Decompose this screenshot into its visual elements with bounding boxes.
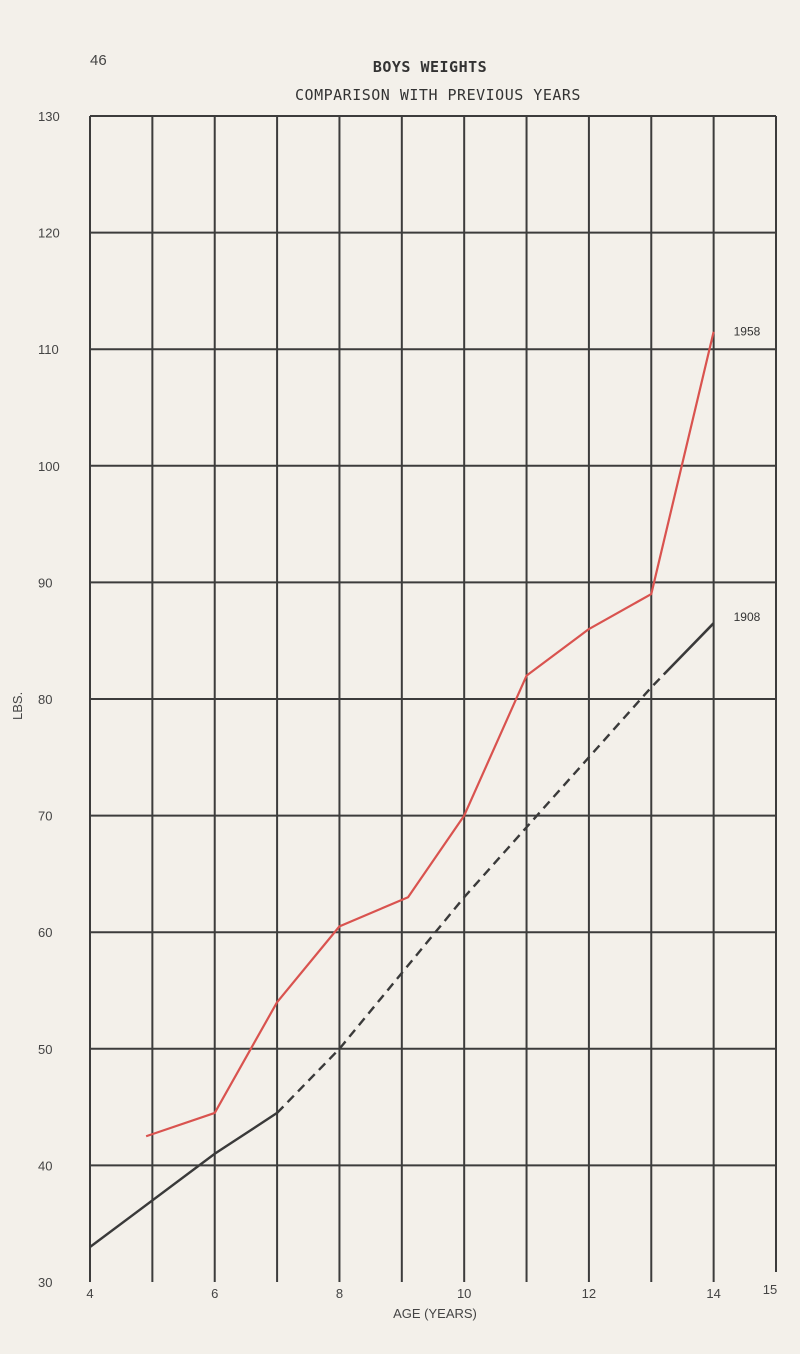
- x-tick-label: 6: [211, 1286, 218, 1301]
- y-tick-label: 40: [38, 1158, 52, 1173]
- x-tick-label: 8: [336, 1286, 343, 1301]
- series-line-1908-solid-end: [662, 622, 715, 676]
- x-axis-label: AGE (YEARS): [393, 1306, 477, 1321]
- series-line-1958: [145, 331, 715, 1138]
- y-tick-label: 50: [38, 1042, 52, 1057]
- series-label-1958: 1958: [734, 325, 761, 339]
- series-line-1908-dashed: [276, 673, 665, 1114]
- y-tick-label: 80: [38, 692, 52, 707]
- y-tick-label: 130: [38, 109, 60, 124]
- y-tick-label: 60: [38, 925, 52, 940]
- series-label-1908: 1908: [734, 610, 761, 624]
- page-number: 46: [90, 52, 107, 69]
- y-tick-label: 30: [38, 1275, 52, 1290]
- x-tick-label: 4: [86, 1286, 93, 1301]
- y-tick-label: 120: [38, 226, 60, 241]
- x-tick-label: 15: [763, 1282, 777, 1297]
- x-tick-label: 10: [457, 1286, 471, 1301]
- y-tick-label: 70: [38, 809, 52, 824]
- chart-subtitle: COMPARISON WITH PREVIOUS YEARS: [295, 86, 581, 104]
- x-tick-label: 14: [706, 1286, 720, 1301]
- chart-title: BOYS WEIGHTS: [372, 58, 488, 76]
- y-tick-label: 90: [38, 575, 52, 590]
- y-tick-label: 100: [38, 459, 60, 474]
- x-tick-label: 12: [582, 1286, 596, 1301]
- y-tick-label: 110: [38, 342, 59, 357]
- series-line-1908-solid-start: [89, 1111, 278, 1248]
